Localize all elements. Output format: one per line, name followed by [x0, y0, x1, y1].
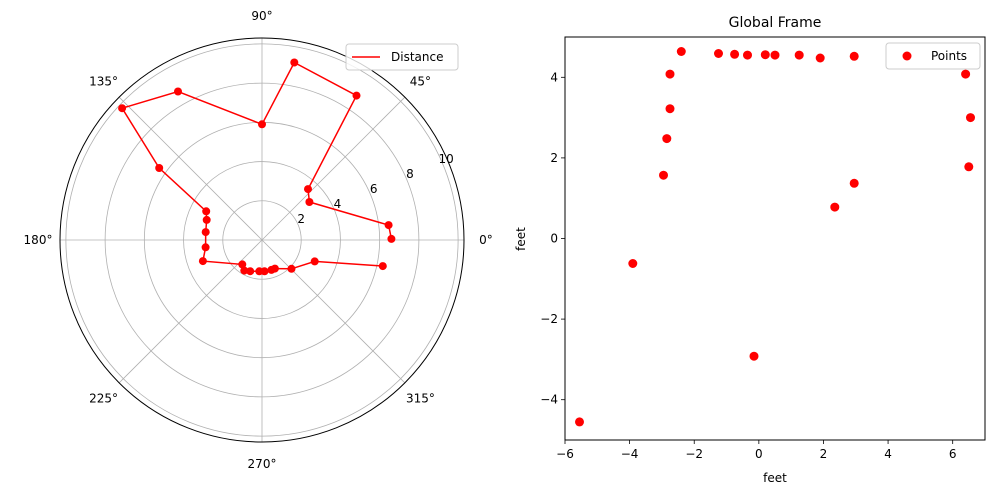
polar-data-point [384, 221, 393, 230]
polar-data-point [378, 262, 387, 271]
scatter-x-tick-label: −6 [556, 447, 574, 461]
polar-data-point [287, 264, 296, 273]
scatter-y-tick-label: −4 [540, 393, 558, 407]
polar-frame [59, 37, 465, 443]
scatter-data-point [770, 50, 780, 60]
scatter-x-tick-label: −2 [685, 447, 703, 461]
polar-data-point [270, 264, 279, 273]
scatter-y-ticks: −4 −2 0 2 4 [540, 70, 565, 407]
scatter-y-tick-label: 0 [550, 232, 558, 246]
polar-data-point [290, 58, 299, 67]
legend-scatter-label: Points [931, 49, 967, 63]
scatter-data-point [730, 49, 740, 59]
scatter-data-point [749, 351, 759, 361]
scatter-x-axis-label: feet [763, 471, 787, 485]
scatter-x-tick-label: 4 [884, 447, 892, 461]
scatter-data-point [794, 50, 804, 60]
scatter-x-tick-label: −4 [621, 447, 639, 461]
scatter-data-point [743, 50, 752, 60]
polar-points [118, 58, 396, 276]
polar-grid [60, 38, 464, 442]
polar-data-point [155, 164, 164, 172]
polar-data-point [201, 228, 210, 237]
polar-r-tick-label: 6 [370, 182, 378, 196]
polar-theta-gridline [118, 96, 263, 241]
scatter-data-point [659, 170, 668, 180]
scatter-data-point [961, 69, 971, 79]
polar-theta-tick-label: 0° [479, 233, 493, 247]
polar-data-point [118, 104, 127, 113]
polar-data-point [260, 267, 269, 276]
polar-r-tick-label: 10 [439, 152, 454, 166]
scatter-x-tick-label: 0 [755, 447, 763, 461]
polar-data-point [387, 234, 396, 243]
scatter-data-point [964, 162, 974, 172]
polar-data-point [198, 257, 207, 266]
polar-data-point [240, 266, 249, 275]
polar-data-point [305, 198, 314, 206]
scatter-data-point [760, 50, 770, 60]
polar-theta-gridline [261, 96, 406, 241]
polar-data-point [310, 257, 319, 266]
polar-data-point [174, 87, 182, 96]
scatter-data-point [628, 259, 638, 268]
legend-scatter: Points [885, 42, 981, 70]
scatter-data-point [665, 104, 675, 114]
polar-theta-tick-label: 135° [89, 75, 118, 89]
polar-data-point [202, 215, 211, 224]
polar-theta-tick-label: 225° [89, 391, 118, 405]
scatter-x-ticks: −6 −4 −2 0 2 4 6 [556, 440, 957, 461]
polar-data-point [352, 91, 361, 100]
scatter-y-tick-label: −2 [540, 312, 558, 326]
scatter-x-tick-label: 2 [820, 447, 828, 461]
polar-theta-tick-label: 180° [24, 233, 53, 247]
scatter-points [575, 47, 975, 427]
scatter-data-point [849, 178, 859, 188]
scatter-x-tick-label: 6 [949, 447, 957, 461]
scatter-data-point [665, 69, 675, 79]
polar-data-point [258, 120, 266, 129]
legend-polar-box [345, 43, 459, 71]
legend-polar: Distance [345, 43, 459, 71]
polar-data-point [201, 243, 210, 252]
legend-scatter-box [885, 42, 981, 70]
polar-theta-tick-label: 315° [406, 391, 435, 405]
scatter-y-tick-label: 4 [550, 70, 558, 84]
scatter-chart: Global Frame −6 −4 −2 0 2 4 6 −4 −2 0 2 4 feet fee… [514, 15, 986, 485]
scatter-data-point [966, 113, 975, 123]
polar-theta-gridline [261, 239, 406, 384]
polar-theta-labels: 0° 45° 90° 135° 180° 225° 270° 315° [24, 9, 493, 471]
scatter-title: Global Frame [729, 15, 822, 31]
scatter-data-point [714, 49, 723, 58]
scatter-data-point [830, 202, 840, 212]
polar-r-tick-label: 8 [406, 167, 414, 181]
legend-scatter-marker [902, 51, 912, 61]
legend-polar-label: Distance [391, 50, 443, 64]
polar-chart: 0° 45° 90° 135° 180° 225° 270° 315° 2 4 6 8 10 Dist… [24, 9, 493, 471]
polar-data-point [304, 185, 312, 194]
polar-data-point [202, 207, 211, 216]
polar-theta-tick-label: 90° [251, 9, 272, 23]
polar-data-point [238, 260, 247, 269]
polar-theta-tick-label: 270° [248, 457, 277, 471]
scatter-data-point [575, 417, 584, 427]
polar-r-labels: 2 4 6 8 10 [297, 152, 453, 226]
scatter-y-axis-label: feet [514, 227, 528, 251]
scatter-data-point [662, 134, 672, 144]
scatter-data-point [849, 51, 859, 61]
polar-r-tick-label: 2 [297, 212, 305, 226]
polar-r-tick-label: 4 [334, 197, 342, 211]
polar-data-point [246, 267, 255, 276]
scatter-data-point [676, 47, 686, 56]
scatter-data-point [815, 53, 825, 63]
scatter-y-tick-label: 2 [550, 151, 558, 165]
polar-theta-tick-label: 45° [410, 75, 431, 89]
